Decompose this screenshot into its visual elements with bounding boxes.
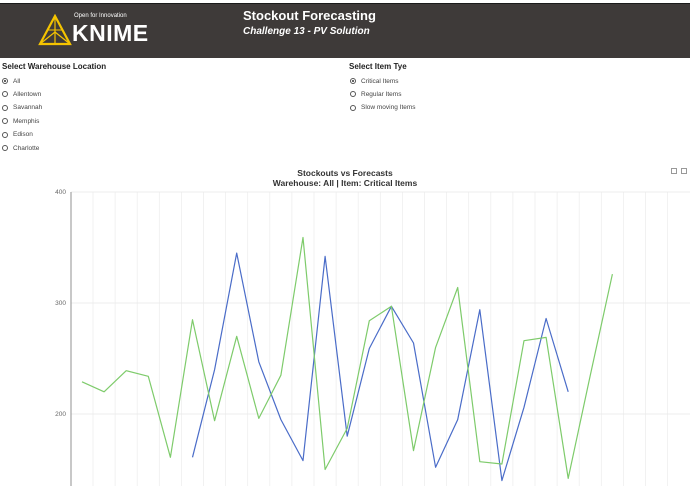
radio-button[interactable]	[2, 91, 8, 98]
knime-triangle-icon	[38, 14, 72, 46]
chart-title: Stockouts vs Forecasts	[297, 168, 393, 178]
radio-button[interactable]	[350, 104, 356, 111]
series-line-1	[191, 252, 569, 482]
series-line-2	[81, 236, 613, 479]
radio-button[interactable]	[2, 118, 8, 125]
item-type-group-label: Select Item Tye	[349, 62, 407, 71]
radio-label: All	[13, 77, 21, 85]
reset-zoom-icon[interactable]	[671, 168, 677, 174]
y-tick-label: 400	[55, 189, 66, 196]
warehouse-option-memphis[interactable]: Memphis	[2, 116, 39, 126]
radio-button[interactable]	[2, 131, 8, 138]
logo-wordmark: KNIME	[72, 20, 149, 46]
radio-button[interactable]	[350, 91, 356, 98]
warehouse-option-charlotte[interactable]: Charlotte	[2, 143, 39, 153]
warehouse-group-label: Select Warehouse Location	[2, 62, 107, 71]
radio-label: Memphis	[13, 117, 40, 125]
radio-label: Slow moving Items	[361, 104, 416, 112]
warehouse-option-allentown[interactable]: Allentown	[2, 89, 41, 99]
item-type-option-critical-items[interactable]: Critical Items	[350, 76, 399, 86]
chart-subtitle: Warehouse: All | Item: Critical Items	[272, 178, 418, 188]
radio-button[interactable]	[350, 78, 356, 84]
radio-label: Critical Items	[361, 77, 399, 85]
radio-button[interactable]	[2, 145, 8, 151]
radio-label: Edison	[13, 131, 33, 139]
y-tick-label: 300	[55, 300, 66, 307]
warehouse-option-all[interactable]: All	[2, 76, 20, 86]
warehouse-option-savannah[interactable]: Savannah	[2, 103, 42, 113]
knime-logo	[38, 10, 148, 50]
logo-tagline: Open for Innovation	[74, 13, 127, 19]
radio-button[interactable]	[2, 78, 8, 84]
fullscreen-icon[interactable]	[681, 168, 687, 174]
y-tick-label: 200	[55, 411, 66, 418]
radio-label: Charlotte	[13, 144, 40, 152]
stockout-line-chart: 200 300 400	[55, 189, 690, 486]
radio-button[interactable]	[2, 104, 8, 111]
page-subtitle: Challenge 13 - PV Solution	[243, 26, 370, 37]
item-type-option-regular-items[interactable]: Regular Items	[350, 89, 401, 99]
radio-label: Savannah	[13, 104, 43, 112]
radio-label: Allentown	[13, 90, 42, 98]
page-title: Stockout Forecasting	[243, 8, 376, 23]
warehouse-option-edison[interactable]: Edison	[2, 130, 33, 140]
radio-label: Regular Items	[361, 90, 402, 98]
app-header: Open for Innovation KNIME Stockout Forec…	[0, 3, 690, 58]
item-type-option-slow-moving-items[interactable]: Slow moving Items	[350, 103, 416, 113]
